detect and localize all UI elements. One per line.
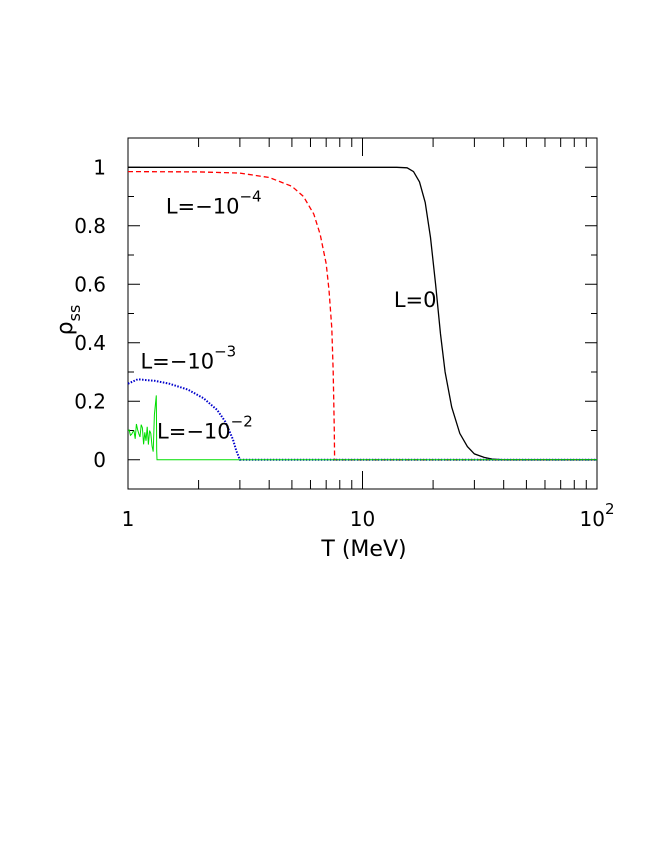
series-labels: L=0L=−10−4L=−10−3L=−10−2 xyxy=(140,187,436,443)
y-axis-title-base: ρ xyxy=(53,321,78,335)
x-tick-label: 1 xyxy=(122,507,135,531)
series-line-2 xyxy=(127,378,597,461)
x-tick-label: 102 xyxy=(580,500,615,531)
x-tick-label-base: 1 xyxy=(122,507,135,531)
y-tick-label: 0.8 xyxy=(74,214,106,238)
series-label-2: L=−10−3 xyxy=(140,342,236,373)
y-tick-label: 0.6 xyxy=(74,272,106,296)
series-label-base: L=0 xyxy=(394,288,437,312)
series-group xyxy=(127,166,597,461)
x-axis-title: T (MeV) xyxy=(320,537,406,562)
series-label-0: L=0 xyxy=(394,288,437,312)
series-label-1: L=−10−4 xyxy=(166,187,262,218)
y-axis-title: ρss xyxy=(53,305,84,336)
y-tick-label: 0.4 xyxy=(74,331,106,355)
series-label-sup: −3 xyxy=(214,342,236,360)
x-tick-label-base: 10 xyxy=(350,507,375,531)
y-tick-label: 0 xyxy=(93,448,106,472)
tick-labels: 00.20.40.60.811 10 102 xyxy=(74,155,614,531)
y-tick-label: 1 xyxy=(93,155,106,179)
series-label-base: L=−10 xyxy=(166,194,240,218)
series-label-base: L=−10 xyxy=(140,349,214,373)
series-line-1 xyxy=(127,170,597,461)
x-tick-label-sup: 2 xyxy=(605,500,615,518)
x-tick-label-base: 10 xyxy=(580,507,605,531)
x-tick-label: 10 xyxy=(350,507,375,531)
series-label-sup: −4 xyxy=(239,187,261,205)
series-label-3: L=−10−2 xyxy=(157,413,253,444)
y-axis-title-sub: ss xyxy=(65,305,84,322)
y-tick-label: 0.2 xyxy=(74,389,106,413)
series-label-sup: −2 xyxy=(231,413,253,431)
series-label-base: L=−10 xyxy=(157,420,231,444)
series-line-3 xyxy=(127,395,597,461)
series-line-0 xyxy=(128,166,597,461)
